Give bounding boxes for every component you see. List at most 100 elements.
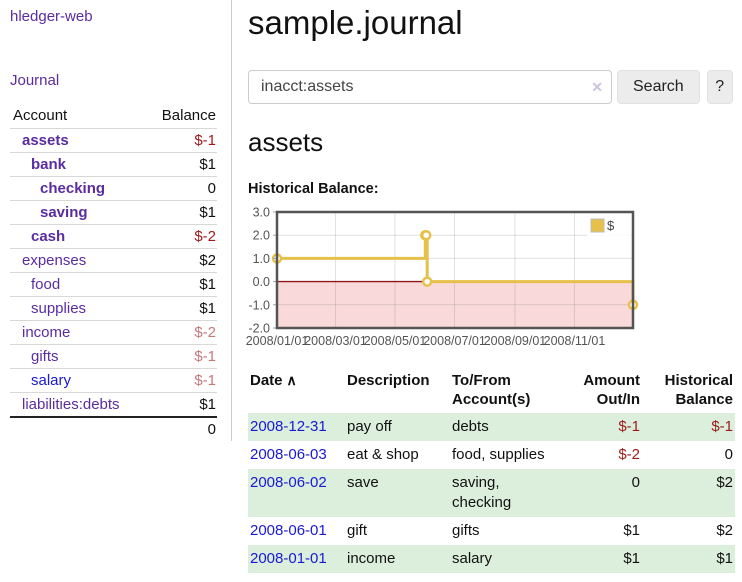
search-button[interactable]: Search — [617, 70, 700, 104]
x-tick-label: 2008/01/01 — [246, 334, 309, 348]
data-point-marker — [421, 276, 433, 287]
account-heading: assets — [248, 127, 324, 157]
account-row: gifts $-1 — [10, 344, 217, 369]
transaction-accounts: salary — [452, 550, 493, 567]
transaction-description: eat & shop — [347, 446, 419, 463]
account-balance: $1 — [147, 200, 217, 225]
transaction-balance: $1 — [716, 550, 733, 567]
chart-title: Historical Balance: — [248, 181, 379, 197]
legend-label: $ — [607, 218, 615, 233]
account-row: expenses $2 — [10, 248, 217, 273]
account-link-food[interactable]: food — [31, 275, 61, 293]
account-row: income $-2 — [10, 320, 217, 345]
help-button[interactable]: ? — [706, 70, 733, 104]
account-link-supplies[interactable]: supplies — [31, 299, 87, 317]
account-link-checking[interactable]: checking — [40, 179, 106, 197]
account-balance: $2 — [147, 248, 217, 273]
account-balance: $-2 — [147, 320, 217, 345]
page-title: sample.journal — [248, 4, 463, 41]
data-point-marker — [420, 229, 432, 241]
sidebar-item-journal[interactable]: Journal — [10, 72, 60, 89]
transaction-description: pay off — [347, 418, 392, 435]
column-header-balance: Historical Balance — [664, 372, 733, 408]
transaction-description: save — [347, 474, 379, 491]
sidebar: hledger-web Journal Account Balance asse… — [0, 0, 232, 441]
main-content: sample.journal ✕ Search ? assets Histori… — [246, 0, 742, 573]
account-link-income[interactable]: income — [22, 323, 71, 341]
accounts-header-row: Account Balance — [10, 104, 217, 129]
account-link-bank[interactable]: bank — [31, 155, 67, 173]
account-balance: $1 — [147, 272, 217, 297]
account-link-cash[interactable]: cash — [31, 227, 66, 245]
register-row: 2008-12-31 pay off debts $-1 $-1 — [248, 413, 735, 441]
transaction-accounts: saving, checking — [452, 474, 512, 511]
column-header-amount: Amount Out/In — [583, 372, 640, 408]
register-row: 2008-06-02 save saving, checking 0 $2 — [248, 469, 735, 517]
account-row: liabilities:debts $1 — [10, 392, 217, 417]
transaction-balance: $-1 — [711, 418, 733, 435]
y-tick-label: -2.0 — [248, 322, 270, 336]
account-balance: $-1 — [147, 344, 217, 369]
search-bar: ✕ Search ? — [248, 70, 742, 104]
account-row: saving $1 — [10, 200, 217, 225]
column-header-accounts: To/From Account(s) — [452, 372, 531, 408]
account-link-saving[interactable]: saving — [40, 203, 88, 221]
account-row: supplies $1 — [10, 296, 217, 321]
account-link-expenses[interactable]: expenses — [22, 251, 87, 269]
account-link-gifts[interactable]: gifts — [31, 347, 59, 365]
transaction-date-link[interactable]: 2008-06-03 — [250, 446, 327, 463]
transaction-date-link[interactable]: 2008-12-31 — [250, 418, 327, 435]
account-balance: 0 — [147, 176, 217, 201]
account-row: food $1 — [10, 272, 217, 297]
transaction-accounts: debts — [452, 418, 489, 435]
account-balance: $1 — [147, 152, 217, 177]
sidebar-accounts-body: assets $-1 bank $1 checking 0 saving $1 cash $-2 e… — [10, 128, 217, 441]
account-link-liabilities-debts[interactable]: liabilities:debts — [22, 395, 120, 413]
x-tick-label: 2008/05/01 — [364, 334, 427, 348]
account-link-assets[interactable]: assets — [22, 131, 69, 149]
y-tick-label: 3.0 — [253, 206, 270, 220]
register-table: Date ∧ Description To/From Account(s) Amo… — [248, 369, 735, 573]
x-tick-label: 2008/07/01 — [423, 334, 486, 348]
register-header-row: Date ∧ Description To/From Account(s) Amo… — [248, 369, 735, 413]
account-balance: $-1 — [147, 368, 217, 393]
y-tick-label: 1.0 — [253, 252, 270, 266]
transaction-amount: $-1 — [618, 418, 640, 435]
account-row: bank $1 — [10, 152, 217, 177]
column-header-date: Date ∧ — [250, 372, 297, 389]
x-tick-label: 2008/11/01 — [544, 334, 606, 348]
accounts-total-balance: 0 — [147, 415, 217, 441]
legend-swatch — [590, 218, 605, 233]
transaction-date-link[interactable]: 2008-06-01 — [250, 522, 327, 539]
chart-border — [275, 210, 635, 330]
y-tick-label: 2.0 — [253, 229, 270, 243]
transaction-description: income — [347, 550, 396, 567]
historical-balance-chart: 3.0 2.0 1.0 0.0 -1.0 -2.0 2008/01/01 2008/03/01… — [246, 206, 668, 352]
y-tick-label: -1.0 — [248, 298, 270, 312]
transaction-amount: $1 — [623, 522, 640, 539]
transaction-amount: 0 — [631, 474, 640, 491]
account-row: assets $-1 — [10, 128, 217, 153]
clear-search-icon[interactable]: ✕ — [591, 79, 603, 95]
register-row: 2008-06-01 gift gifts $1 $2 — [248, 517, 735, 545]
transaction-amount: $-2 — [618, 446, 640, 463]
account-row: cash $-2 — [10, 224, 217, 249]
accounts-header-balance: Balance — [147, 104, 217, 129]
app-title-link[interactable]: hledger-web — [10, 8, 93, 25]
transaction-balance: $2 — [716, 522, 733, 539]
account-balance: $1 — [147, 296, 217, 321]
transaction-accounts: gifts — [452, 522, 480, 539]
transaction-accounts: food, supplies — [452, 446, 545, 463]
accounts-table: Account Balance assets $-1 bank $1 checking 0… — [10, 104, 217, 441]
column-header-description: Description — [347, 372, 430, 389]
search-input[interactable] — [248, 70, 612, 104]
y-tick-label: 0.0 — [253, 275, 270, 289]
account-balance: $-1 — [147, 128, 217, 153]
register-row: 2008-01-01 income salary $1 $1 — [248, 545, 735, 573]
account-row: salary $-1 — [10, 368, 217, 393]
transaction-balance: 0 — [724, 446, 733, 463]
account-link-salary[interactable]: salary — [31, 371, 72, 389]
transaction-date-link[interactable]: 2008-06-02 — [250, 474, 327, 491]
account-balance: $1 — [147, 392, 217, 417]
transaction-date-link[interactable]: 2008-01-01 — [250, 550, 327, 567]
